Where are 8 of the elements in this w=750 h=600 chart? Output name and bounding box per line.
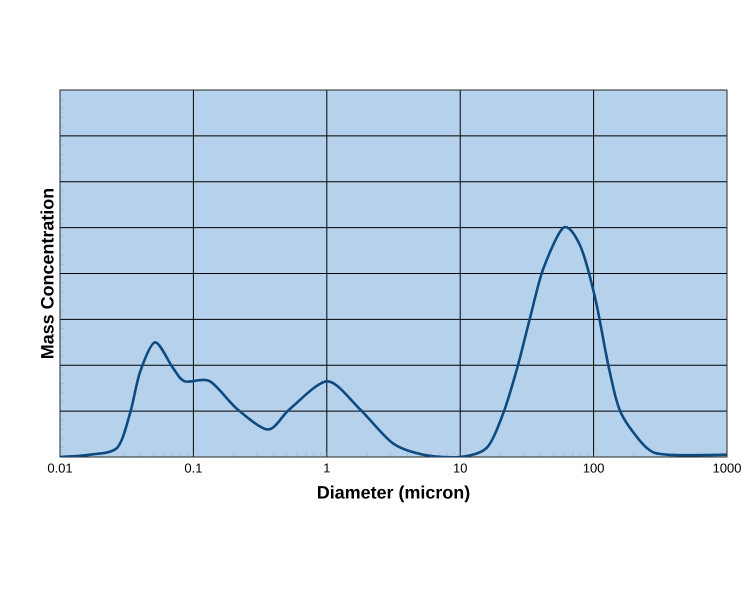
y-axis-title: Mass Concentration	[40, 188, 54, 358]
x-axis-title: Diameter (micron)	[318, 486, 470, 502]
x-tick-label: 0.1	[184, 464, 202, 473]
x-tick-label: 0.01	[48, 464, 72, 473]
x-tick-label: 1	[324, 464, 330, 472]
x-tick-label: 10	[454, 464, 467, 473]
x-tick-label: 100	[584, 464, 604, 473]
x-tick-label: 1000	[714, 464, 741, 473]
